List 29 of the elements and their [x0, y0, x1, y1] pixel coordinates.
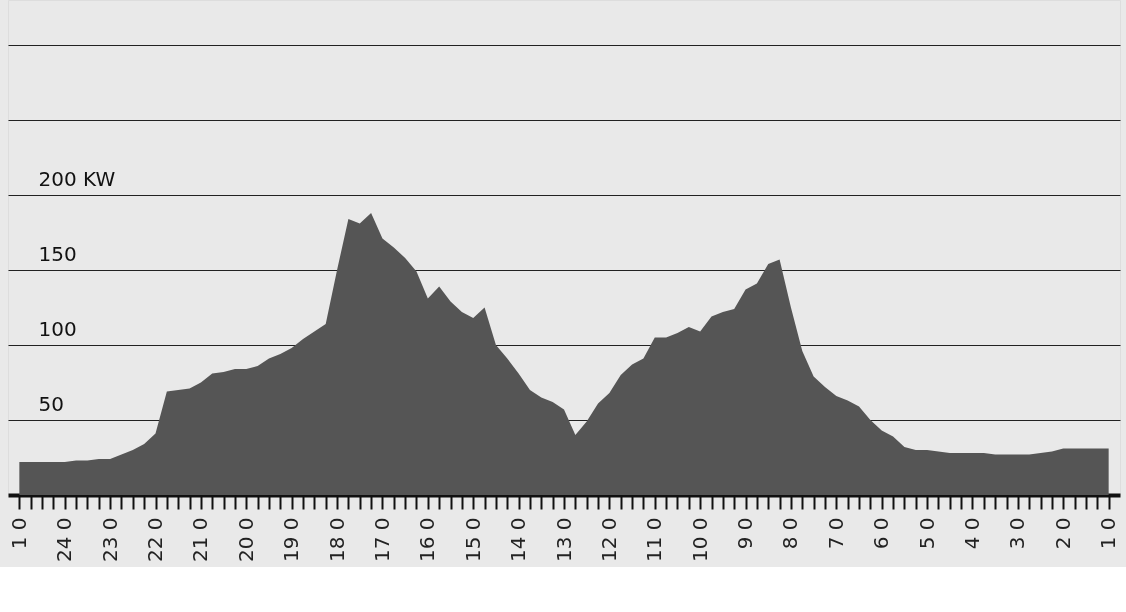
x-tick-label: 10 0: [687, 517, 712, 563]
x-tick-label: 11 0: [642, 517, 667, 563]
x-tick-label: 3 0: [1005, 517, 1030, 550]
x-tick-label: 23 0: [97, 517, 122, 563]
y-tick-label: 200 KW: [38, 166, 116, 191]
y-tick-label: 50: [38, 391, 64, 416]
x-tick-label: 4 0: [959, 517, 984, 550]
x-tick-label: 24 0: [52, 517, 77, 563]
x-tick-label: 14 0: [506, 517, 531, 563]
x-tick-label: 2 0: [1050, 517, 1075, 550]
x-tick-label: 21 0: [188, 517, 213, 563]
x-tick-label: 20 0: [233, 517, 258, 563]
x-tick-label: 17 0: [369, 517, 394, 563]
x-tick-label: 7 0: [823, 517, 848, 550]
x-tick-label: 16 0: [415, 517, 440, 563]
x-tick-label: 15 0: [460, 517, 485, 563]
y-tick-label: 100: [38, 316, 77, 341]
x-tick-label: 1 0: [1096, 517, 1121, 550]
x-tick-label: 1 0: [6, 517, 31, 550]
y-tick-label: 150: [38, 241, 77, 266]
x-tick-label: 18 0: [324, 517, 349, 563]
x-tick-label: 8 0: [778, 517, 803, 550]
x-tick-label: 12 0: [596, 517, 621, 563]
x-tick-label: 6 0: [869, 517, 894, 550]
x-tick-label: 13 0: [551, 517, 576, 563]
x-tick-label: 22 0: [143, 517, 168, 563]
x-tick-label: 19 0: [279, 517, 304, 563]
x-tick-label: 9 0: [733, 517, 758, 550]
x-tick-label: 5 0: [914, 517, 939, 550]
